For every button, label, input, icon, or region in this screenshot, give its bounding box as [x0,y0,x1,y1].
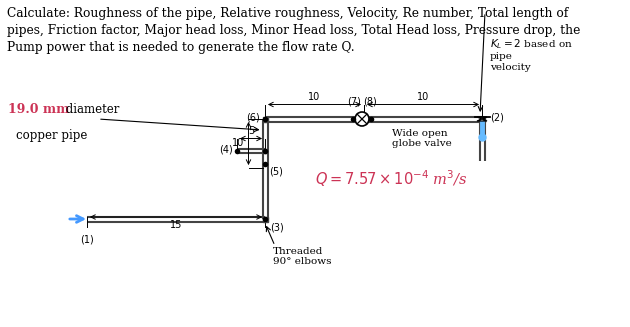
Text: Threaded
90° elbows: Threaded 90° elbows [273,247,331,267]
Text: 5: 5 [248,126,254,135]
Text: (6): (6) [246,113,260,123]
Polygon shape [479,116,484,122]
Text: (3): (3) [270,222,284,232]
Text: (5): (5) [269,167,283,177]
Polygon shape [477,119,487,121]
Text: 10: 10 [417,92,429,101]
Text: (4): (4) [219,145,233,155]
Text: (8): (8) [363,97,377,107]
Text: diameter: diameter [62,103,119,116]
Text: Calculate: Roughness of the pipe, Relative roughness, Velocity, Re number, Total: Calculate: Roughness of the pipe, Relati… [7,7,580,54]
Text: (1): (1) [80,235,94,245]
Text: (2): (2) [490,112,504,122]
Text: copper pipe: copper pipe [16,129,88,142]
Text: (7): (7) [347,97,361,107]
Text: 15: 15 [170,220,182,230]
Polygon shape [263,216,268,221]
Text: 19.0 mm: 19.0 mm [8,103,69,116]
Polygon shape [263,116,268,122]
Text: $\mathit{Q} = 7.57 \times 10^{-4}$ m$^3$/s: $\mathit{Q} = 7.57 \times 10^{-4}$ m$^3$… [315,169,467,189]
Text: $K_L = 2$ based on
pipe
velocity: $K_L = 2$ based on pipe velocity [490,37,573,72]
Text: Wide open
globe valve: Wide open globe valve [392,129,452,148]
Polygon shape [263,149,267,153]
Polygon shape [477,117,487,119]
Text: 10: 10 [232,139,244,148]
Text: 10: 10 [308,92,321,101]
Circle shape [355,112,369,126]
